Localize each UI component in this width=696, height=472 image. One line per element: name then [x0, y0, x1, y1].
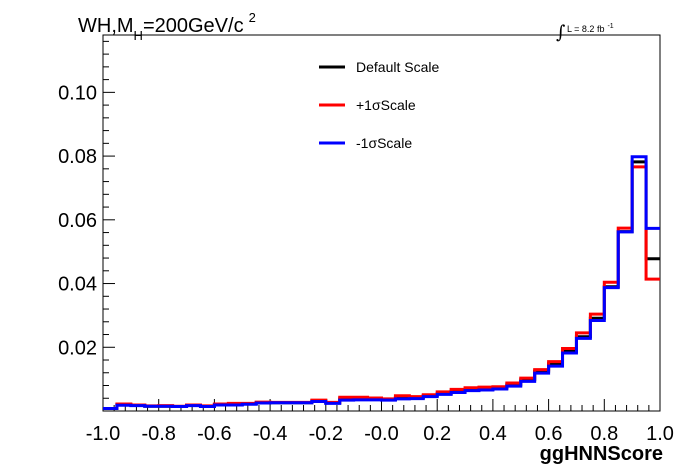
- series-line: [103, 160, 660, 410]
- x-tick-label: 0.2: [423, 423, 451, 445]
- y-tick-label: 0.10: [58, 82, 97, 104]
- x-tick-label: -1.0: [86, 423, 120, 445]
- legend: Default Scale +1σScale -1σScale: [319, 59, 439, 151]
- series-line: [103, 155, 660, 410]
- axis-ticks: -1.0 -0.8 -0.6 -0.4 -0.2 -0.0 0.2 0.4 0.6 0.8 1.0 0…: [58, 40, 674, 445]
- x-tick-label: -0.2: [309, 423, 343, 445]
- y-tick-label: 0.08: [58, 146, 97, 168]
- lumi-label: L = 8.2 fb -1: [567, 23, 614, 34]
- y-tick-label: 0.04: [58, 274, 97, 296]
- x-axis-label: ggHNNScore: [540, 443, 663, 465]
- y-tick-label: 0.06: [58, 210, 97, 232]
- x-tick-label: 0.8: [590, 423, 618, 445]
- legend-label: Default Scale: [356, 59, 439, 75]
- histogram-series: [103, 155, 660, 410]
- x-tick-label: 1.0: [646, 423, 674, 445]
- y-tick-label: 0.02: [58, 337, 97, 359]
- x-tick-label: -0.6: [197, 423, 231, 445]
- series-line: [103, 165, 660, 410]
- chart-title: WH,MH=200GeV/c 2: [78, 10, 256, 43]
- plot-frame: [102, 34, 661, 412]
- x-tick-label: 0.4: [479, 423, 507, 445]
- x-tick-label: -0.4: [253, 423, 287, 445]
- legend-label: -1σScale: [356, 135, 412, 151]
- lumi-integral: ∫: [556, 22, 566, 43]
- x-tick-label: -0.0: [364, 423, 398, 445]
- x-tick-label: -0.8: [141, 423, 175, 445]
- legend-label: +1σScale: [356, 97, 416, 113]
- x-tick-label: 0.6: [535, 423, 563, 445]
